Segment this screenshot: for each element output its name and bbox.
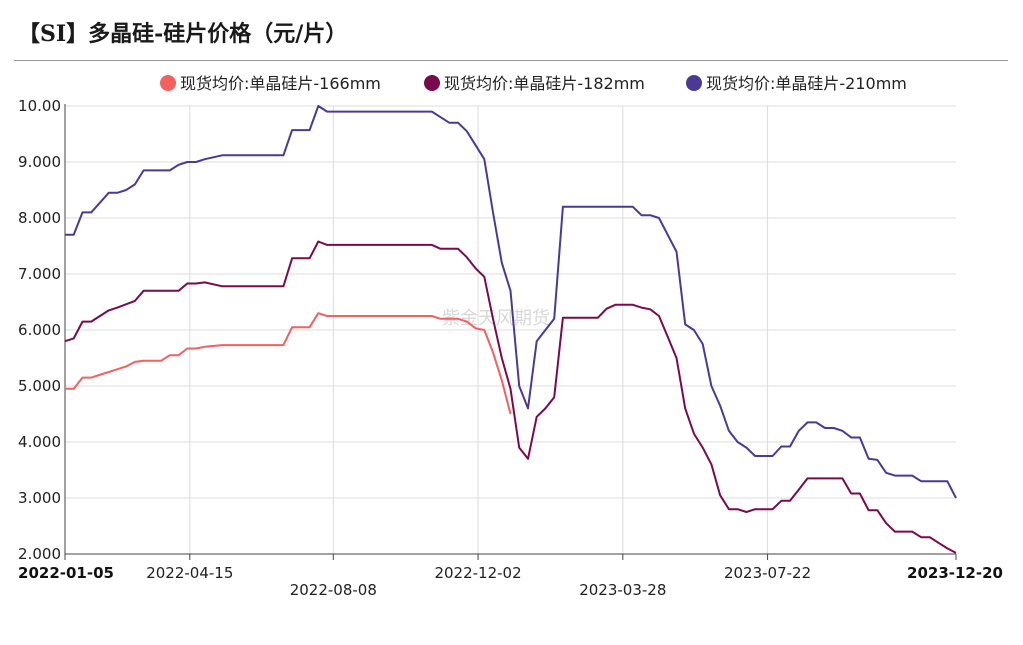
x-tick-label: 2022-12-02 [434,564,521,582]
legend-marker-3 [686,75,702,91]
x-tick-label: 2022-08-08 [290,581,377,599]
page-title: 【SI】多晶硅-硅片价格（元/片） [18,21,348,47]
series-line-3 [65,105,957,499]
y-tick-label: 9.000 [18,153,61,171]
title-divider [14,60,1008,61]
x-tick-label: 2022-01-05 [18,564,114,582]
x-tick-label: 2023-07-22 [724,564,811,582]
x-tick-label: 2023-03-28 [579,581,666,599]
y-tick-label: 5.000 [18,377,61,395]
y-tick-label: 8.000 [18,209,61,227]
y-tick-label: 7.000 [18,265,61,283]
y-tick-label: 10.00 [18,97,61,115]
x-tick-label: 2023-12-20 [907,564,1003,582]
y-tick-label: 4.000 [18,433,61,451]
legend-marker-2 [424,75,440,91]
y-tick-label: 2.000 [18,545,61,563]
series-line-2 [64,240,957,554]
legend-label-3: 现货均价:单晶硅片-210mm [706,74,907,93]
series-line-1 [65,312,512,415]
legend-marker-1 [160,75,176,91]
y-tick-label: 6.000 [18,321,61,339]
y-tick-label: 3.000 [18,489,61,507]
legend-label-2: 现货均价:单晶硅片-182mm [444,74,645,93]
legend-label-1: 现货均价:单晶硅片-166mm [180,74,381,93]
x-tick-label: 2022-04-15 [146,564,233,582]
